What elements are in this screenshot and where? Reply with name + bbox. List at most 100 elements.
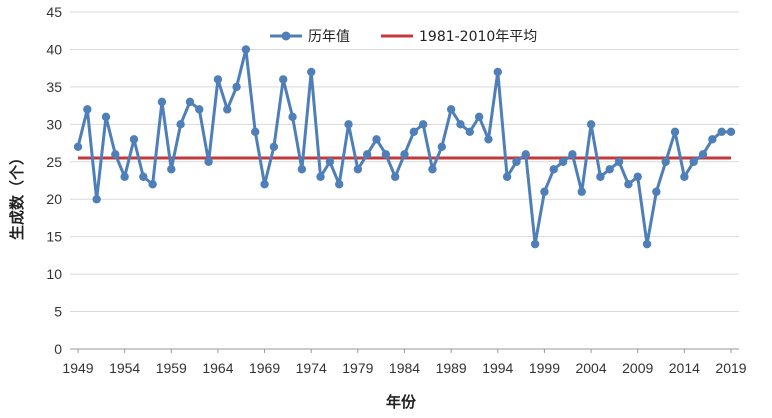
y-tick-label-40: 40 — [46, 41, 62, 57]
data-point-1953 — [111, 150, 120, 159]
data-point-1987 — [428, 165, 437, 174]
data-point-1955 — [129, 135, 139, 144]
legend-item-average: 1981-2010年平均 — [381, 29, 537, 45]
y-tick-label-20: 20 — [46, 191, 62, 207]
data-point-2000 — [549, 165, 558, 174]
data-point-1952 — [101, 112, 111, 122]
data-point-1974 — [307, 67, 316, 77]
data-point-1977 — [335, 180, 344, 189]
y-tick-label-0: 0 — [54, 341, 62, 357]
x-tick-label-1984: 1984 — [389, 360, 420, 376]
data-point-2005 — [596, 172, 605, 181]
data-point-1992 — [474, 112, 484, 122]
y-tick-label-35: 35 — [46, 79, 62, 95]
x-tick-label-1979: 1979 — [342, 360, 373, 376]
data-point-2002 — [568, 150, 577, 159]
data-point-2004 — [586, 120, 596, 129]
y-tick-labels: 0 5 10 15 20 25 30 35 40 45 — [46, 4, 62, 357]
legend-label-average: 1981-2010年平均 — [419, 29, 537, 45]
data-point-1963 — [204, 157, 213, 166]
x-tick-label-1949: 1949 — [62, 360, 93, 376]
data-point-1972 — [288, 112, 297, 122]
data-point-1979 — [353, 165, 363, 174]
data-point-1950 — [83, 105, 92, 114]
legend-label-yearly: 历年值 — [308, 29, 350, 45]
data-point-1971 — [279, 75, 288, 84]
data-point-2013 — [670, 127, 680, 137]
data-point-1959 — [167, 165, 176, 174]
y-tick-label-45: 45 — [46, 4, 62, 20]
data-point-2017 — [708, 135, 717, 144]
data-point-2015 — [689, 157, 698, 166]
data-point-2009 — [633, 172, 642, 181]
x-tick-label-1989: 1989 — [436, 360, 467, 376]
data-points — [73, 45, 736, 249]
data-point-1994 — [493, 67, 502, 77]
data-point-1973 — [297, 165, 307, 174]
data-point-1954 — [120, 172, 129, 181]
data-point-2016 — [698, 150, 708, 159]
data-point-1960 — [176, 120, 185, 129]
data-point-2001 — [558, 157, 568, 166]
data-point-1975 — [316, 172, 325, 181]
data-point-1961 — [185, 97, 195, 107]
x-tick-label-2014: 2014 — [669, 360, 700, 376]
x-tick-label-1959: 1959 — [156, 360, 187, 376]
y-tick-label-10: 10 — [46, 266, 62, 282]
data-point-1956 — [139, 172, 148, 181]
data-point-1983 — [390, 172, 400, 181]
x-tick-label-1999: 1999 — [529, 360, 560, 376]
data-point-1962 — [195, 105, 204, 114]
data-point-1997 — [521, 150, 530, 159]
data-point-1957 — [148, 180, 157, 189]
x-tick-label-1964: 1964 — [202, 360, 233, 376]
data-point-1969 — [260, 180, 269, 189]
data-point-1966 — [232, 82, 241, 92]
data-point-1958 — [157, 97, 167, 107]
data-point-1982 — [381, 150, 391, 159]
y-tick-label-30: 30 — [46, 116, 62, 132]
data-point-1999 — [540, 187, 549, 196]
data-point-1988 — [437, 142, 447, 151]
y-axis-title: 生成数（个） — [8, 150, 26, 240]
legend-item-yearly: 历年值 — [270, 29, 350, 45]
data-point-1965 — [223, 105, 232, 114]
y-tick-label-5: 5 — [54, 304, 62, 320]
data-point-1991 — [465, 127, 474, 137]
data-point-2007 — [614, 157, 624, 166]
data-point-1951 — [92, 195, 101, 204]
data-point-1978 — [344, 120, 353, 129]
x-axis-title: 年份 — [386, 393, 417, 411]
x-tick-label-2019: 2019 — [715, 360, 746, 376]
data-point-1996 — [512, 157, 521, 166]
data-point-2003 — [577, 187, 586, 196]
x-tick-label-1954: 1954 — [109, 360, 140, 376]
x-tick-label-1974: 1974 — [296, 360, 327, 376]
data-point-2008 — [624, 180, 633, 189]
x-tick-label-1994: 1994 — [482, 360, 513, 376]
data-point-2018 — [717, 127, 726, 137]
x-tick-label-2009: 2009 — [622, 360, 653, 376]
data-point-1967 — [241, 45, 251, 54]
data-point-1964 — [213, 75, 223, 84]
data-point-1949 — [73, 142, 83, 151]
data-point-2010 — [642, 239, 652, 249]
data-point-1985 — [409, 127, 419, 137]
data-point-2019 — [726, 127, 736, 137]
data-point-1995 — [502, 172, 512, 181]
x-tick-labels: 1949 1954 1959 1964 1969 1974 1979 1984 1989 1994… — [62, 349, 747, 376]
x-tick-label-1969: 1969 — [249, 360, 280, 376]
data-point-1970 — [269, 142, 279, 151]
legend-marker-yearly — [281, 31, 291, 41]
data-point-1990 — [456, 120, 465, 129]
data-point-1998 — [530, 239, 540, 249]
data-point-1989 — [446, 105, 456, 114]
data-point-1981 — [372, 135, 381, 144]
data-point-2011 — [652, 187, 661, 196]
y-tick-label-15: 15 — [46, 229, 62, 245]
data-point-2006 — [605, 165, 614, 174]
data-point-1968 — [251, 127, 260, 137]
data-point-1986 — [418, 120, 428, 129]
data-point-2012 — [661, 157, 670, 166]
